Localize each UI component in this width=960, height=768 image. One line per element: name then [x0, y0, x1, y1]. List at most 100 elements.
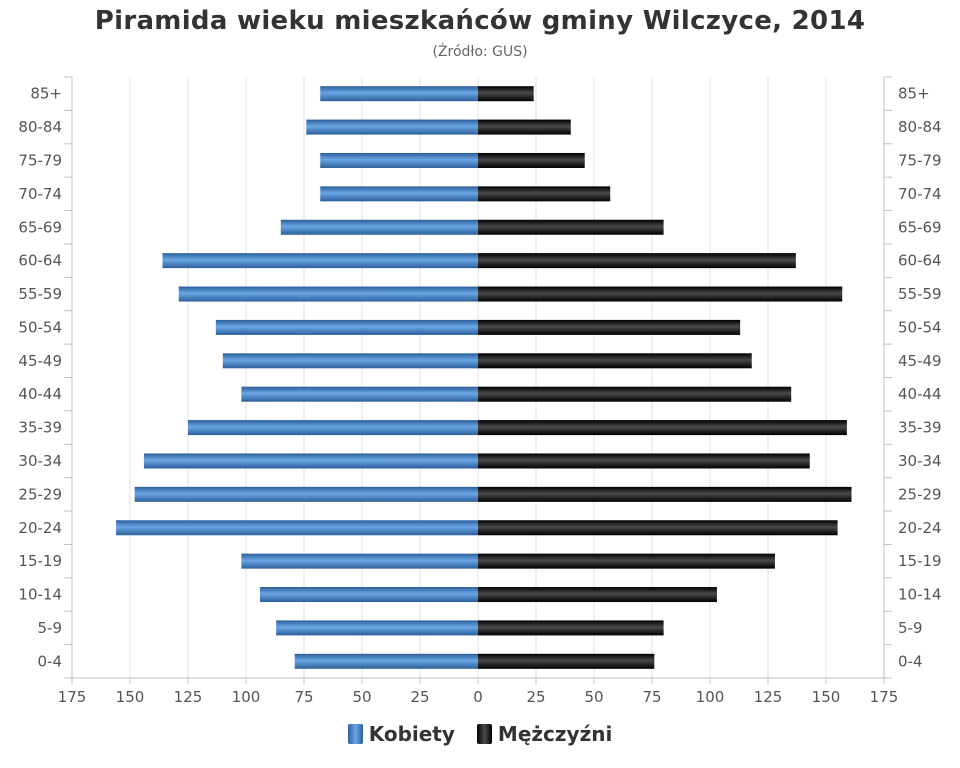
legend-swatch-mezczyzni [476, 724, 492, 744]
bar-mezczyzni [478, 553, 775, 569]
category-label-left: 60-64 [18, 252, 62, 270]
x-tick-label: 0 [473, 688, 483, 706]
x-tick-label: 25 [410, 688, 429, 706]
category-label-left: 80-84 [18, 118, 62, 136]
category-label-right: 85+ [898, 85, 930, 103]
x-tick-label: 75 [642, 688, 661, 706]
bar-mezczyzni [478, 420, 847, 436]
legend-label-mezczyzni: Mężczyźni [497, 722, 613, 746]
category-label-right: 0-4 [898, 652, 923, 670]
bar-kobiety [222, 353, 478, 369]
bar-mezczyzni [478, 620, 664, 636]
bar-kobiety [320, 152, 478, 168]
category-label-right: 80-84 [898, 118, 942, 136]
category-label-right: 30-34 [898, 452, 942, 470]
chart-title: Piramida wieku mieszkańców gminy Wilczyc… [94, 6, 866, 36]
bar-kobiety [306, 119, 478, 135]
category-label-left: 75-79 [18, 151, 62, 169]
bar-kobiety [188, 420, 478, 436]
bar-mezczyzni [478, 319, 741, 335]
bar-kobiety [116, 520, 478, 536]
bar-mezczyzni [478, 486, 852, 502]
bar-kobiety [143, 453, 479, 469]
category-label-right: 25-29 [898, 485, 942, 503]
category-label-left: 45-49 [18, 352, 62, 370]
x-tick-label: 150 [812, 688, 841, 706]
bar-kobiety [241, 386, 478, 402]
x-tick-label: 75 [294, 688, 313, 706]
category-label-right: 55-59 [898, 285, 942, 303]
x-tick-label: 50 [352, 688, 371, 706]
x-tick-label: 100 [232, 688, 261, 706]
axes [64, 76, 892, 684]
legend-item-mezczyzni[interactable]: Mężczyźni [476, 722, 613, 746]
bar-kobiety [134, 486, 478, 502]
bar-mezczyzni [478, 219, 664, 235]
legend-swatch-kobiety [347, 724, 363, 744]
category-label-right: 65-69 [898, 218, 942, 236]
x-tick-label: 25 [526, 688, 545, 706]
bar-mezczyzni [478, 520, 838, 536]
legend-item-kobiety[interactable]: Kobiety [347, 722, 455, 746]
category-label-left: 85+ [30, 85, 62, 103]
x-tick-label: 125 [754, 688, 783, 706]
bar-kobiety [162, 253, 479, 269]
bar-mezczyzni [478, 587, 717, 603]
category-label-left: 70-74 [18, 185, 62, 203]
category-label-left: 25-29 [18, 485, 62, 503]
bar-kobiety [276, 620, 478, 636]
x-tick-label: 175 [870, 688, 899, 706]
category-label-right: 40-44 [898, 385, 942, 403]
x-tick-label: 175 [58, 688, 87, 706]
category-label-right: 50-54 [898, 318, 942, 336]
bar-kobiety [241, 553, 478, 569]
category-label-right: 70-74 [898, 185, 942, 203]
category-label-right: 45-49 [898, 352, 942, 370]
category-label-right: 35-39 [898, 419, 942, 437]
x-tick-label: 150 [116, 688, 145, 706]
chart-subtitle: (Źródło: GUS) [432, 44, 528, 60]
bar-mezczyzni [478, 453, 810, 469]
bar-mezczyzni [478, 86, 534, 102]
bar-kobiety [280, 219, 478, 235]
bar-kobiety [259, 587, 478, 603]
category-label-left: 15-19 [18, 552, 62, 570]
legend: Kobiety Mężczyźni [0, 722, 960, 746]
bar-mezczyzni [478, 353, 752, 369]
bar-kobiety [294, 653, 478, 669]
category-label-left: 30-34 [18, 452, 62, 470]
bar-mezczyzni [478, 152, 585, 168]
bars [116, 86, 852, 669]
category-label-right: 10-14 [898, 586, 942, 604]
category-label-right: 15-19 [898, 552, 942, 570]
x-tick-label: 50 [584, 688, 603, 706]
category-label-right: 75-79 [898, 151, 942, 169]
category-label-left: 5-9 [38, 619, 63, 637]
bar-mezczyzni [478, 186, 611, 202]
labels: 175 150 125 100 75 50 25 0 25 50 75 100 125 150 175 85+… [18, 85, 941, 706]
category-label-left: 65-69 [18, 218, 62, 236]
category-label-left: 10-14 [18, 586, 62, 604]
bar-kobiety [178, 286, 478, 302]
category-label-left: 0-4 [38, 652, 63, 670]
x-tick-label: 100 [696, 688, 725, 706]
category-label-right: 5-9 [898, 619, 923, 637]
category-label-left: 55-59 [18, 285, 62, 303]
category-label-right: 60-64 [898, 252, 942, 270]
bar-mezczyzni [478, 119, 571, 135]
category-label-left: 50-54 [18, 318, 62, 336]
bar-kobiety [215, 319, 478, 335]
bar-mezczyzni [478, 286, 843, 302]
bar-mezczyzni [478, 253, 796, 269]
bar-mezczyzni [478, 653, 655, 669]
bar-mezczyzni [478, 386, 792, 402]
category-label-left: 20-24 [18, 519, 62, 537]
category-label-left: 40-44 [18, 385, 62, 403]
bar-kobiety [320, 186, 478, 202]
x-tick-label: 125 [174, 688, 203, 706]
category-label-right: 20-24 [898, 519, 942, 537]
bar-kobiety [320, 86, 478, 102]
legend-label-kobiety: Kobiety [368, 722, 455, 746]
category-label-left: 35-39 [18, 419, 62, 437]
